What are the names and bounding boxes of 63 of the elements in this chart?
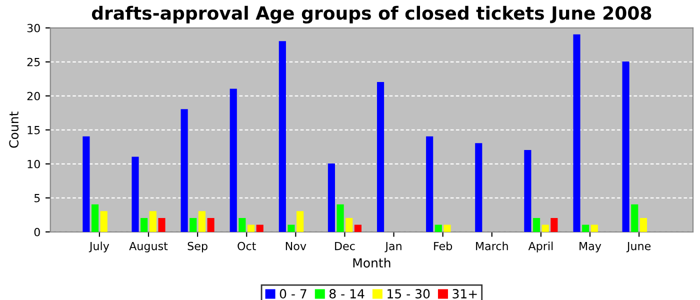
bar [346,218,353,232]
bar [542,224,549,232]
bar [100,211,108,232]
x-tick-label: May [580,242,602,252]
bar [434,224,442,232]
bar [444,224,451,232]
bar [132,156,139,232]
bar [207,218,214,232]
bar [622,62,630,232]
y-tick-label: 5 [34,194,40,202]
x-tick-label: June [626,242,651,252]
bar [256,224,264,232]
x-tick-label: Feb [434,242,452,250]
chart-title: drafts-approval Age groups of closed tickets June 2008 [92,6,652,24]
bar [82,136,90,232]
x-tick-label: Nov [286,242,306,250]
bar [354,224,362,232]
x-tick-label: March [476,242,508,250]
x-tick-label: July [88,242,110,252]
legend-label: 0 - 7 [280,289,306,298]
bar [92,204,99,232]
bar [247,224,255,232]
bar [475,143,482,232]
bar [278,41,286,232]
legend-label: 15 - 30 [388,289,430,298]
legend-label: 8 - 14 [329,289,364,298]
bar [550,218,558,232]
bar [190,218,197,232]
x-tick-label: Jan [384,242,402,252]
x-tick-label: April [528,242,553,252]
bar [149,211,156,232]
bar [426,136,434,232]
x-tick-label: Oct [238,242,256,250]
bar [158,218,166,232]
x-tick-label: August [129,242,168,252]
y-axis-title: Count [9,112,19,148]
y-tick-label: 30 [27,24,40,32]
y-tick-label: 0 [34,228,40,236]
bar [336,204,344,232]
x-tick-label: Dec [335,242,355,250]
bar [328,164,336,232]
bar [140,218,148,232]
bar [198,211,206,232]
y-tick-label: 20 [27,92,40,100]
bar [180,109,188,232]
y-tick-label: 15 [28,126,40,134]
legend-label: 31+ [452,289,477,298]
bar [590,224,598,232]
bar [296,211,304,232]
bar [573,34,580,232]
bar [582,224,590,232]
x-tick-label: Sep [188,242,208,252]
x-axis-title: Month [353,258,390,268]
bar [376,82,384,232]
bar [532,218,540,232]
bar [524,150,532,232]
bar [631,204,638,232]
bar [230,88,237,232]
y-tick-label: 25 [27,58,40,66]
bar [288,224,295,232]
bar [640,218,647,232]
y-tick-label: 10 [28,160,40,168]
bar [238,218,246,232]
